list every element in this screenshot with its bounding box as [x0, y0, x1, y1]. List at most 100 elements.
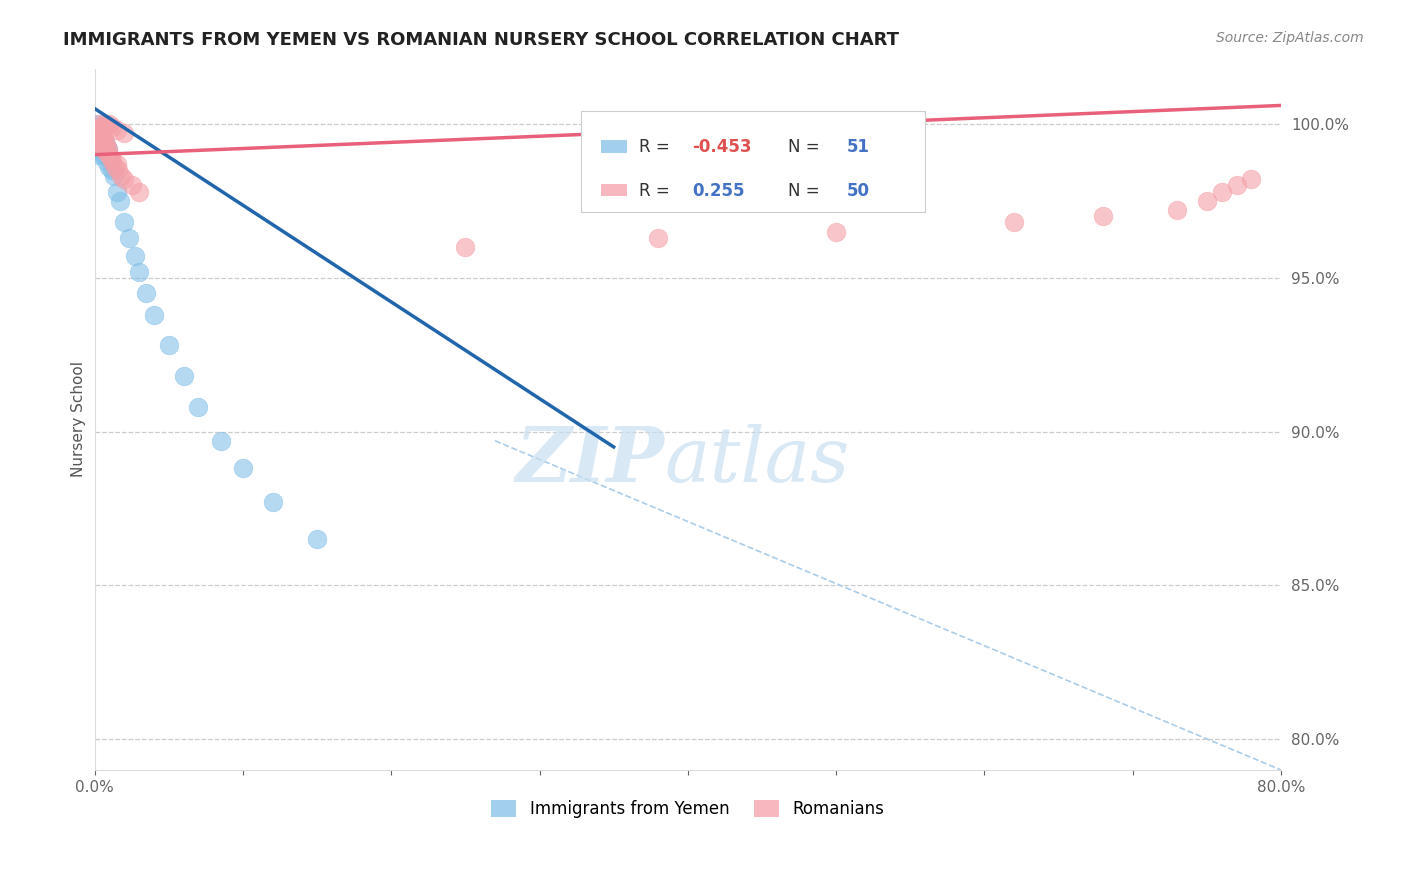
Point	[98, 147, 121, 161]
Point	[89, 136, 111, 150]
Text: 50: 50	[846, 182, 870, 200]
Point	[93, 138, 115, 153]
Point	[86, 129, 108, 144]
Point	[91, 129, 114, 144]
Point	[84, 123, 107, 137]
Text: R =: R =	[640, 138, 675, 156]
Point	[86, 129, 108, 144]
Point	[96, 147, 118, 161]
Point	[262, 495, 284, 509]
Point	[86, 123, 108, 137]
Point	[112, 126, 135, 140]
Point	[1211, 185, 1233, 199]
Point	[96, 138, 118, 153]
Point	[1195, 194, 1218, 208]
Text: ZIP: ZIP	[515, 425, 664, 499]
Point	[121, 178, 143, 193]
Point	[157, 338, 180, 352]
Point	[96, 138, 118, 153]
Point	[89, 126, 111, 140]
Point	[98, 117, 121, 131]
Point	[112, 215, 135, 229]
Point	[86, 136, 108, 150]
Point	[91, 136, 114, 150]
Point	[84, 117, 107, 131]
Point	[110, 169, 132, 184]
Point	[89, 126, 111, 140]
Point	[84, 129, 107, 144]
Text: Source: ZipAtlas.com: Source: ZipAtlas.com	[1216, 31, 1364, 45]
FancyBboxPatch shape	[581, 111, 925, 212]
Point	[101, 163, 124, 178]
Point	[100, 153, 122, 168]
Point	[84, 120, 107, 134]
Point	[94, 136, 117, 150]
Legend: Immigrants from Yemen, Romanians: Immigrants from Yemen, Romanians	[485, 793, 891, 825]
Point	[87, 136, 110, 150]
Point	[128, 264, 150, 278]
Point	[91, 141, 114, 155]
Point	[89, 141, 111, 155]
Point	[87, 147, 110, 161]
Point	[93, 120, 115, 134]
Point	[91, 123, 114, 137]
Point	[86, 126, 108, 140]
Text: N =: N =	[787, 138, 824, 156]
Point	[187, 400, 209, 414]
Point	[91, 129, 114, 144]
Point	[84, 123, 107, 137]
Point	[100, 151, 122, 165]
Text: 51: 51	[846, 138, 870, 156]
Point	[112, 172, 135, 186]
Point	[87, 129, 110, 144]
Text: 0.255: 0.255	[693, 182, 745, 200]
Point	[97, 141, 120, 155]
Text: -0.453: -0.453	[693, 138, 752, 156]
Point	[96, 145, 118, 159]
Point	[101, 120, 124, 134]
Point	[94, 141, 117, 155]
Point	[108, 194, 131, 208]
Point	[97, 141, 120, 155]
Point	[101, 153, 124, 168]
Point	[209, 434, 232, 448]
Point	[105, 185, 128, 199]
Point	[135, 286, 157, 301]
Point	[1226, 178, 1249, 193]
Point	[94, 136, 117, 150]
FancyBboxPatch shape	[602, 184, 627, 196]
Point	[93, 138, 115, 153]
Point	[84, 129, 107, 144]
Text: atlas: atlas	[664, 425, 849, 499]
Point	[87, 123, 110, 137]
Point	[96, 120, 118, 134]
Point	[86, 141, 108, 155]
Point	[86, 136, 108, 150]
Point	[93, 132, 115, 146]
Point	[93, 132, 115, 146]
Point	[1002, 215, 1025, 229]
Point	[98, 147, 121, 161]
Point	[1240, 172, 1263, 186]
Point	[105, 157, 128, 171]
Text: R =: R =	[640, 182, 681, 200]
Point	[454, 240, 477, 254]
Point	[124, 249, 146, 263]
Point	[87, 123, 110, 137]
Point	[87, 117, 110, 131]
Point	[89, 138, 111, 153]
Point	[96, 153, 118, 168]
Point	[105, 123, 128, 137]
Point	[89, 138, 111, 153]
Point	[103, 169, 125, 184]
Point	[107, 163, 129, 178]
Point	[87, 141, 110, 155]
Point	[98, 160, 121, 174]
Point	[94, 141, 117, 155]
Point	[89, 132, 111, 146]
Point	[647, 231, 669, 245]
Point	[232, 461, 254, 475]
Point	[87, 129, 110, 144]
Point	[93, 147, 115, 161]
Point	[128, 185, 150, 199]
